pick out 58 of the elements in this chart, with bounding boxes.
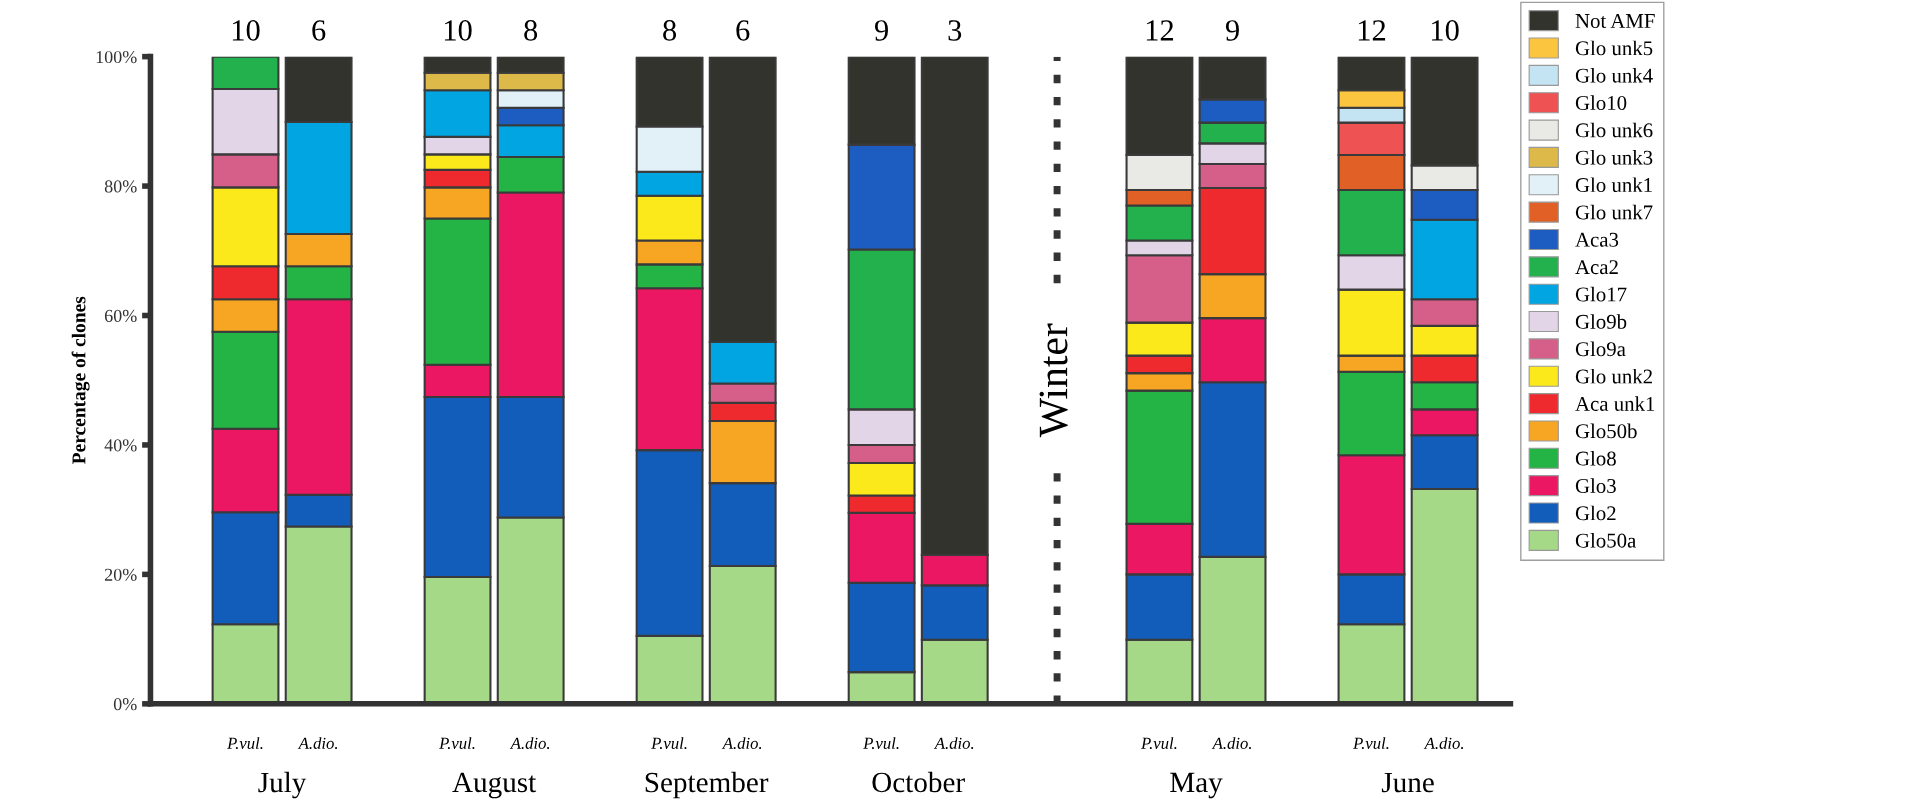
legend-label: Glo unk1 [1575, 177, 1652, 193]
x-tick-label: A.dio. [933, 737, 974, 749]
legend-label: Not AMF [1575, 13, 1655, 28]
legend-label: Aca2 [1575, 260, 1618, 275]
y-tick-label: 40% [104, 439, 137, 452]
legend-label: Glo unk7 [1575, 204, 1653, 220]
text: July [258, 771, 307, 799]
text: August [452, 772, 537, 799]
text: 9 [1225, 20, 1239, 41]
annotation: Winter [1039, 323, 1068, 438]
text: May [1170, 772, 1223, 799]
legend-label: Glo50b [1575, 423, 1637, 439]
x-tick-label: P.vul. [439, 737, 475, 749]
x-tick-label: A.dio. [509, 737, 550, 749]
legend-label: Aca3 [1575, 232, 1619, 247]
text: 10 [232, 20, 260, 41]
legend-label: Glo17 [1575, 286, 1627, 302]
x-tick-label: A.dio. [721, 737, 762, 749]
y-tick-label: 60% [104, 309, 137, 323]
text: 3 [948, 20, 962, 41]
legend-label: Glo9b [1575, 314, 1627, 329]
text: 12 [1358, 20, 1386, 41]
text: 8 [663, 20, 677, 41]
text: October [872, 771, 965, 793]
legend-label: Glo2 [1575, 505, 1616, 521]
x-tick-label: A.dio. [297, 737, 338, 749]
text: June [1381, 772, 1434, 793]
text: 10 [444, 20, 472, 41]
y-tick-label: 80% [104, 180, 137, 193]
x-tick-label: A.dio. [1423, 737, 1463, 749]
legend-label: Glo unk3 [1575, 150, 1653, 165]
legend-label: Glo50a [1575, 533, 1637, 548]
text: 10 [1432, 20, 1459, 41]
legend-label: Aca unk1 [1575, 396, 1655, 411]
x-tick-label: P.vul. [651, 737, 687, 749]
y-tick-label: 0% [113, 698, 137, 711]
text: 8 [524, 20, 538, 41]
text: 12 [1146, 20, 1174, 41]
legend-label: Glo unk5 [1575, 40, 1653, 56]
text: 6 [312, 20, 326, 41]
legend-label: Glo8 [1575, 450, 1616, 466]
x-tick-label: P.vul. [227, 737, 263, 749]
legend-label: Glo unk6 [1575, 122, 1653, 138]
legend-label: Glo9a [1575, 341, 1626, 357]
x-tick-label: P.vul. [863, 737, 899, 749]
x-tick-label: P.vul. [1141, 737, 1177, 749]
y-axis-title: Percentage of clones [71, 296, 90, 464]
legend-label: Glo3 [1575, 478, 1616, 493]
text: September [645, 771, 769, 799]
y-tick-label: 100% [96, 50, 137, 64]
text: 6 [736, 20, 750, 41]
legend-label: Glo10 [1575, 95, 1627, 111]
y-tick-label: 20% [104, 568, 137, 581]
legend-label: Glo unk2 [1575, 368, 1652, 384]
x-tick-label: P.vul. [1353, 737, 1389, 749]
text: 9 [874, 20, 888, 41]
x-tick-label: A.dio. [1211, 737, 1251, 749]
legend-label: Glo unk4 [1575, 67, 1653, 83]
